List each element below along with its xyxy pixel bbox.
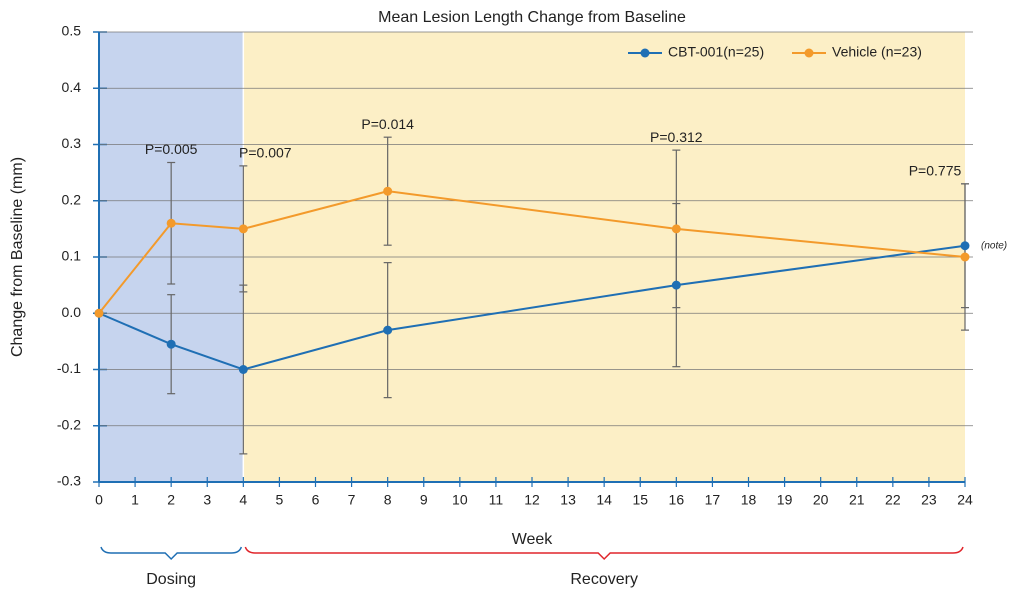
y-axis-label: Change from Baseline (mm): [9, 157, 26, 357]
x-axis-label: Week: [512, 531, 554, 548]
x-tick-label: 5: [276, 492, 284, 508]
x-tick-label: 23: [921, 492, 937, 508]
series-line: [98, 190, 966, 314]
point: [383, 186, 393, 196]
annotation: P=0.312: [650, 129, 703, 145]
x-tick-label: 16: [669, 492, 685, 508]
region-bracket: [100, 546, 243, 561]
x-tick-label: 1: [131, 492, 139, 508]
x-tick-label: 24: [957, 492, 973, 508]
point: [383, 325, 393, 335]
point: [166, 339, 176, 349]
y-tick-label: 0.1: [62, 248, 82, 264]
y-tick-label: 0.3: [62, 135, 82, 151]
x-tick-label: 4: [239, 492, 247, 508]
x-tick-label: 18: [741, 492, 757, 508]
x-tick-label: 2: [167, 492, 175, 508]
x-tick-label: 22: [885, 492, 901, 508]
point: [166, 218, 176, 228]
x-tick-label: 12: [524, 492, 540, 508]
x-tick-label: 17: [705, 492, 721, 508]
x-tick-label: 14: [596, 492, 612, 508]
x-tick-label: 6: [312, 492, 320, 508]
y-tick-label: -0.1: [57, 360, 81, 376]
x-tick-label: 20: [813, 492, 829, 508]
note: (note): [981, 240, 1007, 251]
x-tick-label: 0: [95, 492, 103, 508]
y-tick-label: 0.0: [62, 304, 82, 320]
point: [94, 308, 104, 318]
point: [238, 365, 248, 374]
x-tick-label: 15: [632, 492, 648, 508]
y-tick-label: 0.4: [62, 79, 82, 95]
region-label: Dosing: [146, 571, 196, 588]
region-bracket: [244, 546, 964, 561]
point: [671, 224, 681, 234]
annotation: P=0.007: [239, 145, 292, 161]
legend-marker: [640, 48, 650, 58]
y-tick-label: 0.2: [62, 191, 82, 207]
annotation: P=0.005: [145, 141, 198, 157]
annotation: P=0.014: [361, 116, 414, 132]
legend-marker: [804, 48, 814, 58]
legend-label: CBT-001(n=25): [668, 44, 764, 60]
x-tick-label: 3: [203, 492, 211, 508]
y-tick-label: -0.2: [57, 416, 81, 432]
legend-label: Vehicle (n=23): [832, 44, 922, 60]
series-line: [98, 244, 966, 371]
x-tick-label: 13: [560, 492, 576, 508]
x-tick-label: 19: [777, 492, 793, 508]
point: [960, 252, 970, 262]
x-tick-label: 9: [420, 492, 428, 508]
x-tick-label: 11: [489, 492, 504, 508]
x-tick-label: 8: [384, 492, 392, 508]
region-label: Recovery: [570, 571, 638, 588]
x-tick-label: 21: [849, 492, 865, 508]
annotation: P=0.775: [909, 163, 962, 179]
x-tick-label: 7: [348, 492, 356, 508]
point: [238, 224, 248, 234]
point: [671, 280, 681, 290]
point: [960, 241, 970, 251]
y-tick-label: -0.3: [57, 473, 81, 489]
chart-title: Mean Lesion Length Change from Baseline: [378, 9, 686, 26]
x-tick-label: 10: [452, 492, 468, 508]
y-tick-label: 0.5: [62, 23, 82, 39]
